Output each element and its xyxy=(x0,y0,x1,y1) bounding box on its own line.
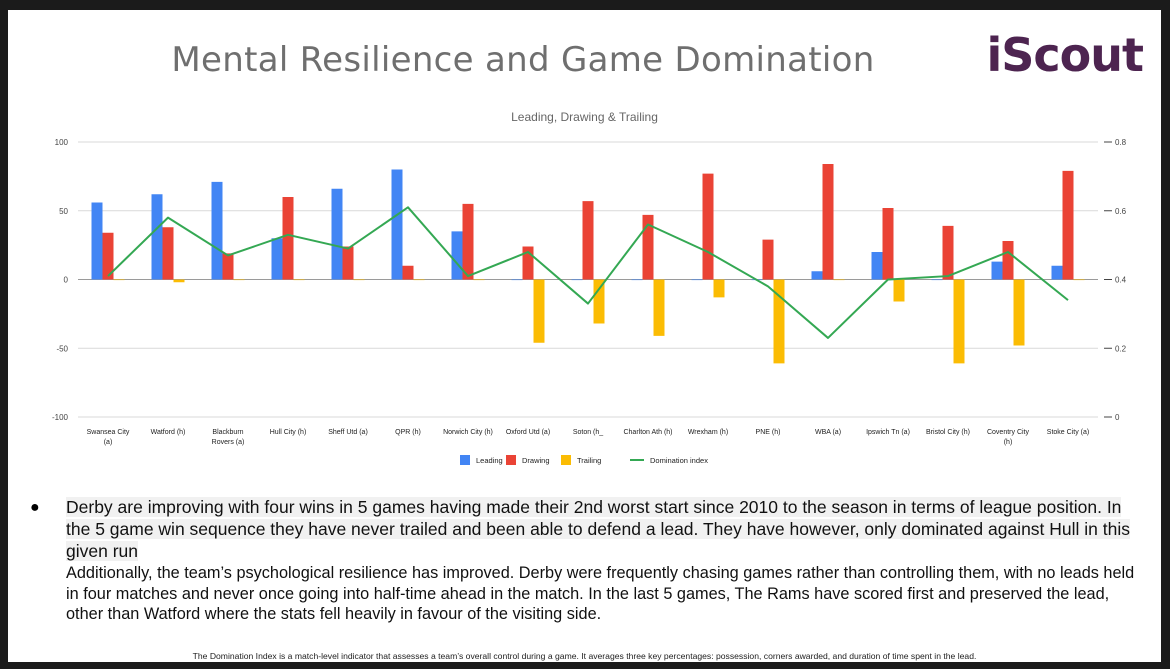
bar-drawing xyxy=(702,173,714,280)
x-tick-label: Soton (h_ xyxy=(573,429,603,436)
bar-leading xyxy=(571,279,583,281)
bar-drawing xyxy=(642,214,654,280)
bar-trailing xyxy=(113,279,125,281)
bar-trailing xyxy=(593,279,605,324)
legend-label: Domination index xyxy=(650,456,708,465)
slide-title: Mental Resilience and Game Domination xyxy=(171,40,875,80)
y-tick-right: 0.6 xyxy=(1115,207,1127,216)
commentary-paragraph: Additionally, the team’s psychological r… xyxy=(66,564,1135,623)
x-tick-label: Hull City (h) xyxy=(270,429,307,436)
x-tick-label: PNE (h) xyxy=(756,429,781,436)
bar-leading xyxy=(811,271,823,280)
bullet-text: Derby are improving with four wins in 5 … xyxy=(66,497,1130,561)
chart-area: 100 50 0 -50 -100 0.8 0.6 0.4 0.2 0 Swansea City (a… xyxy=(52,138,1127,465)
bar-drawing xyxy=(162,227,174,280)
legend-label: Leading xyxy=(476,456,503,465)
x-tick-label: Stoke City (a) xyxy=(1047,429,1089,436)
footnote: The Domination Index is a match-level in… xyxy=(192,651,977,661)
bar-trailing xyxy=(353,279,365,281)
bar-trailing xyxy=(293,279,305,281)
bar-drawing xyxy=(522,246,534,280)
bar-leading xyxy=(931,279,943,281)
bar-leading xyxy=(91,202,103,280)
legend-label: Drawing xyxy=(522,456,550,465)
legend-label: Trailing xyxy=(577,456,601,465)
y-tick-right: 0 xyxy=(1115,413,1120,422)
bar-drawing xyxy=(402,265,414,280)
legend-swatch xyxy=(506,455,516,465)
slide: Mental Resilience and Game Domination iS… xyxy=(8,10,1161,662)
legend-swatch xyxy=(460,455,470,465)
x-tick-label: Charlton Ath (h) xyxy=(623,429,672,436)
bar-trailing xyxy=(173,279,185,283)
x-tick-label: Sheff Utd (a) xyxy=(328,429,368,436)
x-tick-label: Watford (h) xyxy=(151,429,186,436)
x-tick-label: Swansea City xyxy=(87,429,130,436)
x-tick-label: Oxford Utd (a) xyxy=(506,429,550,436)
x-tick-label: Ipswich Tn (a) xyxy=(866,429,910,436)
bar-drawing xyxy=(282,197,294,280)
bar-trailing xyxy=(233,279,245,281)
bar-leading xyxy=(991,261,1003,280)
x-tick-label: QPR (h) xyxy=(395,429,421,436)
bar-trailing xyxy=(773,279,785,364)
bar-leading xyxy=(1051,265,1063,280)
x-tick-label: (h) xyxy=(1004,439,1013,446)
bar-drawing xyxy=(822,164,834,280)
bar-trailing xyxy=(1073,279,1085,281)
bar-leading xyxy=(451,231,463,280)
bar-drawing xyxy=(462,203,474,280)
bullet-point: ● Derby are improving with four wins in … xyxy=(28,496,1143,562)
x-tick-label: Norwich City (h) xyxy=(443,429,493,436)
bar-drawing xyxy=(1002,241,1014,280)
commentary: ● Derby are improving with four wins in … xyxy=(28,496,1143,625)
bar-leading xyxy=(211,181,223,280)
x-tick-label: (a) xyxy=(104,439,113,446)
y-tick-left: 100 xyxy=(55,138,69,147)
bar-leading xyxy=(631,279,643,281)
bar-drawing xyxy=(1062,170,1074,280)
bar-leading xyxy=(331,188,343,280)
bar-trailing xyxy=(653,279,665,336)
bar-drawing xyxy=(882,208,894,280)
bar-trailing xyxy=(533,279,545,343)
bar-leading xyxy=(271,238,283,280)
bar-leading xyxy=(691,279,703,281)
y-tick-right: 0.4 xyxy=(1115,276,1127,285)
x-tick-label: Rovers (a) xyxy=(212,439,245,446)
x-tick-label: Wrexham (h) xyxy=(688,429,728,436)
bar-drawing xyxy=(342,246,354,280)
bar-trailing xyxy=(1013,279,1025,346)
y-tick-left: -100 xyxy=(52,413,69,422)
bar-drawing xyxy=(222,253,234,280)
bar-leading xyxy=(871,252,883,280)
bar-drawing xyxy=(762,239,774,280)
bar-leading xyxy=(391,169,403,280)
bar-trailing xyxy=(473,279,485,281)
bar-trailing xyxy=(833,279,845,281)
y-tick-right: 0.2 xyxy=(1115,344,1127,353)
bar-leading xyxy=(151,194,163,280)
bar-trailing xyxy=(953,279,965,364)
legend-swatch xyxy=(561,455,571,465)
x-tick-label: Bristol City (h) xyxy=(926,429,970,436)
bar-trailing xyxy=(893,279,905,302)
bar-drawing xyxy=(582,201,594,280)
iscout-logo: iScout xyxy=(986,28,1144,82)
bar-drawing xyxy=(942,225,954,280)
y-tick-left: -50 xyxy=(56,344,68,353)
y-tick-left: 0 xyxy=(64,276,69,285)
y-tick-right: 0.8 xyxy=(1115,138,1127,147)
bar-trailing xyxy=(413,279,425,281)
x-tick-label: Blackburn xyxy=(212,429,243,436)
x-tick-label: Coventry City xyxy=(987,429,1030,436)
bar-drawing xyxy=(102,232,114,280)
bar-leading xyxy=(511,279,523,281)
bar-trailing xyxy=(713,279,725,298)
chart-title: Leading, Drawing & Trailing xyxy=(511,110,658,124)
y-tick-left: 50 xyxy=(59,207,68,216)
bullet-dot-icon: ● xyxy=(30,499,40,516)
x-tick-label: WBA (a) xyxy=(815,429,841,436)
